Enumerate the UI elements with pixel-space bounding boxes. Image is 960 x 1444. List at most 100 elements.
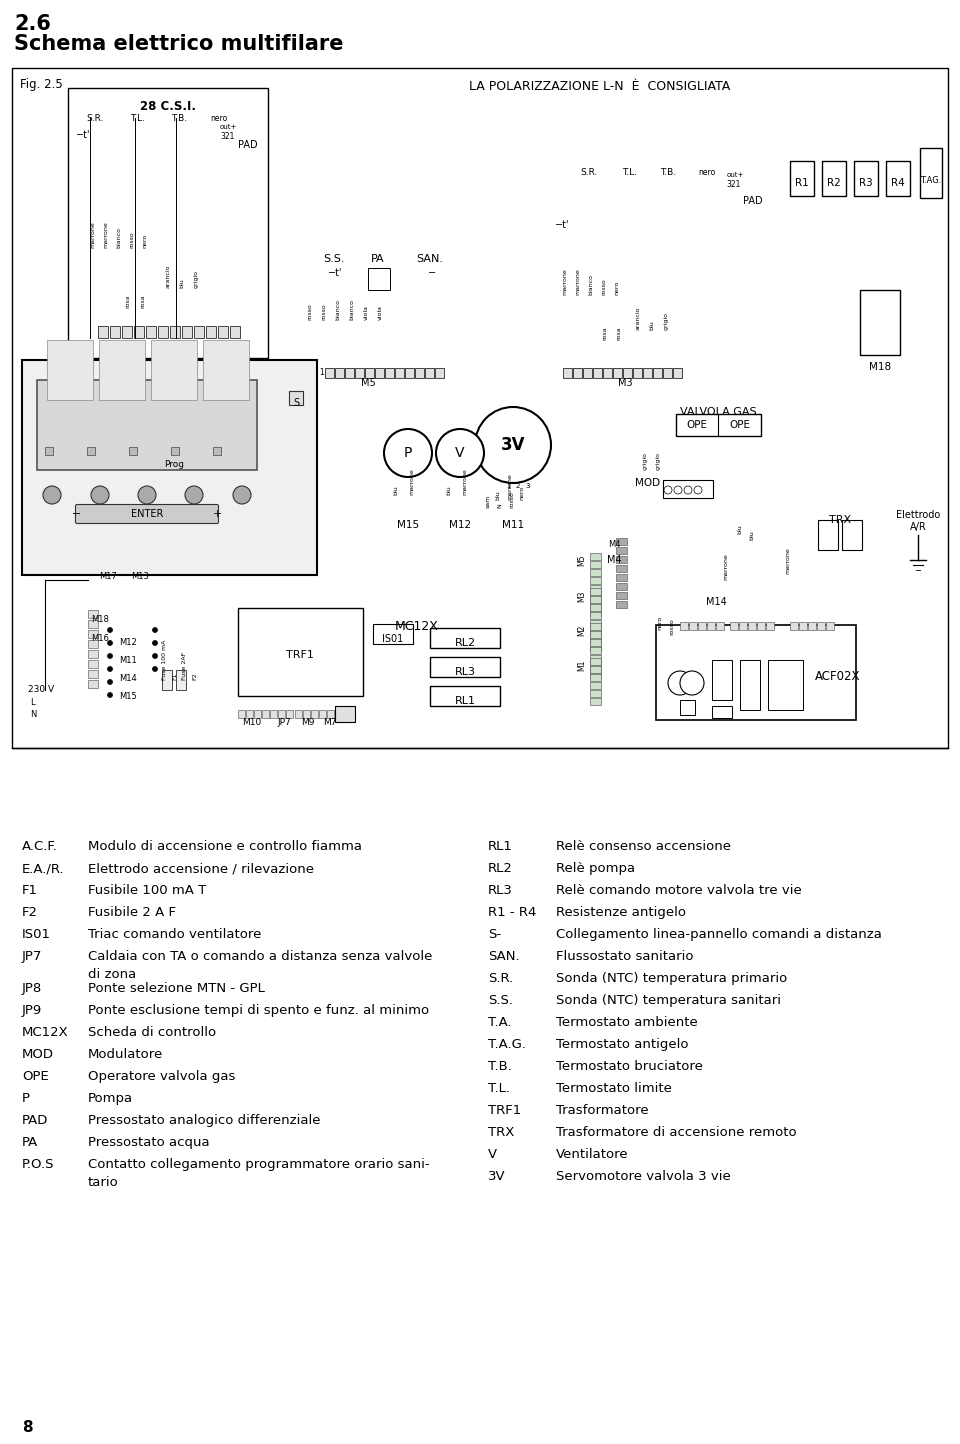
Bar (680, 622, 688, 630)
Text: rosso: rosso (510, 491, 515, 508)
Text: grigio: grigio (194, 270, 199, 287)
Bar (590, 604, 601, 611)
Text: M18: M18 (869, 362, 891, 373)
Text: Elettrodo: Elettrodo (896, 510, 940, 520)
Text: Relè pompa: Relè pompa (556, 862, 636, 875)
Text: Elettrodo accensione / rilevazione: Elettrodo accensione / rilevazione (88, 862, 314, 875)
Text: Operatore valvola gas: Operatore valvola gas (88, 1070, 235, 1083)
Text: Pressostato analogico differenziale: Pressostato analogico differenziale (88, 1113, 321, 1126)
Text: TRF1: TRF1 (286, 650, 314, 660)
Text: blu: blu (737, 524, 742, 534)
Text: PA: PA (372, 254, 385, 264)
Text: bianco: bianco (349, 299, 354, 321)
Text: Fusibile 2 A F: Fusibile 2 A F (88, 905, 176, 918)
Bar (680, 700, 695, 715)
Text: Ponte esclusione tempi di spento e funz. al minimo: Ponte esclusione tempi di spento e funz.… (88, 1004, 429, 1017)
Text: T.A.G.: T.A.G. (488, 1038, 526, 1051)
Bar (616, 556, 627, 563)
Bar (87, 448, 95, 455)
Circle shape (91, 487, 109, 504)
Circle shape (153, 667, 157, 671)
Text: 321: 321 (726, 180, 740, 189)
Text: rosa: rosa (603, 326, 608, 339)
Text: marrone: marrone (575, 269, 581, 295)
Text: VALVOLA GAS: VALVOLA GAS (680, 407, 756, 417)
Bar (583, 368, 592, 378)
Bar (822, 160, 846, 196)
Bar (254, 710, 261, 718)
Text: marrone: marrone (104, 221, 108, 248)
Text: M2: M2 (577, 625, 586, 637)
Text: marrone: marrone (90, 221, 95, 248)
Bar (590, 601, 601, 608)
Bar (616, 592, 627, 599)
Text: di zona: di zona (88, 967, 136, 980)
Text: Caldaia con TA o comando a distanza senza valvole: Caldaia con TA o comando a distanza senz… (88, 950, 432, 963)
Bar (206, 326, 216, 338)
Text: MC12X: MC12X (22, 1027, 69, 1040)
Bar (563, 368, 572, 378)
Text: RL3: RL3 (454, 667, 475, 677)
Text: V: V (455, 446, 465, 461)
Bar (590, 647, 601, 654)
Bar (590, 578, 601, 583)
Text: out+: out+ (727, 172, 744, 178)
Bar (311, 710, 318, 718)
Bar (430, 657, 500, 677)
Bar (689, 622, 697, 630)
Bar (88, 630, 98, 638)
Text: T.AG.: T.AG. (921, 176, 942, 185)
Text: OPE: OPE (730, 420, 751, 430)
Bar (430, 628, 500, 648)
Text: viola: viola (364, 305, 369, 321)
Bar (218, 326, 228, 338)
Bar (405, 368, 414, 378)
Text: TRF1: TRF1 (488, 1105, 521, 1118)
Text: Termostato bruciatore: Termostato bruciatore (556, 1060, 703, 1073)
Bar (676, 414, 761, 436)
Text: Flussostato sanitario: Flussostato sanitario (556, 950, 693, 963)
Bar (616, 583, 627, 591)
Circle shape (684, 487, 692, 494)
Bar (768, 660, 803, 710)
Bar (22, 360, 317, 575)
Text: IS01: IS01 (382, 634, 403, 644)
Bar (415, 368, 424, 378)
Bar (748, 622, 756, 630)
Text: bianco: bianco (116, 227, 122, 248)
Bar (590, 635, 601, 643)
Bar (590, 682, 601, 689)
Text: Schema elettrico multifilare: Schema elettrico multifilare (14, 35, 344, 53)
Text: Relè consenso accensione: Relè consenso accensione (556, 840, 731, 853)
Text: −t': −t' (328, 269, 343, 279)
Circle shape (108, 680, 112, 684)
Text: M10: M10 (242, 718, 262, 726)
Text: 3: 3 (526, 482, 530, 490)
Bar (590, 674, 601, 682)
Text: JP7: JP7 (277, 718, 291, 726)
Bar (590, 612, 601, 619)
Text: RL1: RL1 (454, 696, 475, 706)
Circle shape (233, 487, 251, 504)
Bar (616, 565, 627, 572)
Text: R4: R4 (891, 178, 905, 188)
Bar (262, 710, 269, 718)
Bar (303, 710, 310, 718)
Bar (170, 326, 180, 338)
Text: V: V (488, 1148, 497, 1161)
Circle shape (153, 641, 157, 645)
Bar (616, 547, 627, 554)
Bar (712, 660, 732, 700)
Text: M5: M5 (577, 554, 586, 566)
Bar (345, 368, 354, 378)
Text: S.S.: S.S. (488, 993, 513, 1006)
Text: M4: M4 (607, 554, 621, 565)
Bar (590, 690, 601, 697)
Bar (590, 644, 601, 651)
Text: M13: M13 (132, 572, 149, 580)
Text: Collegamento linea-pannello comandi a distanza: Collegamento linea-pannello comandi a di… (556, 928, 882, 941)
Bar (656, 625, 856, 721)
Bar (182, 326, 192, 338)
Text: IS01: IS01 (22, 928, 51, 941)
Circle shape (153, 654, 157, 658)
